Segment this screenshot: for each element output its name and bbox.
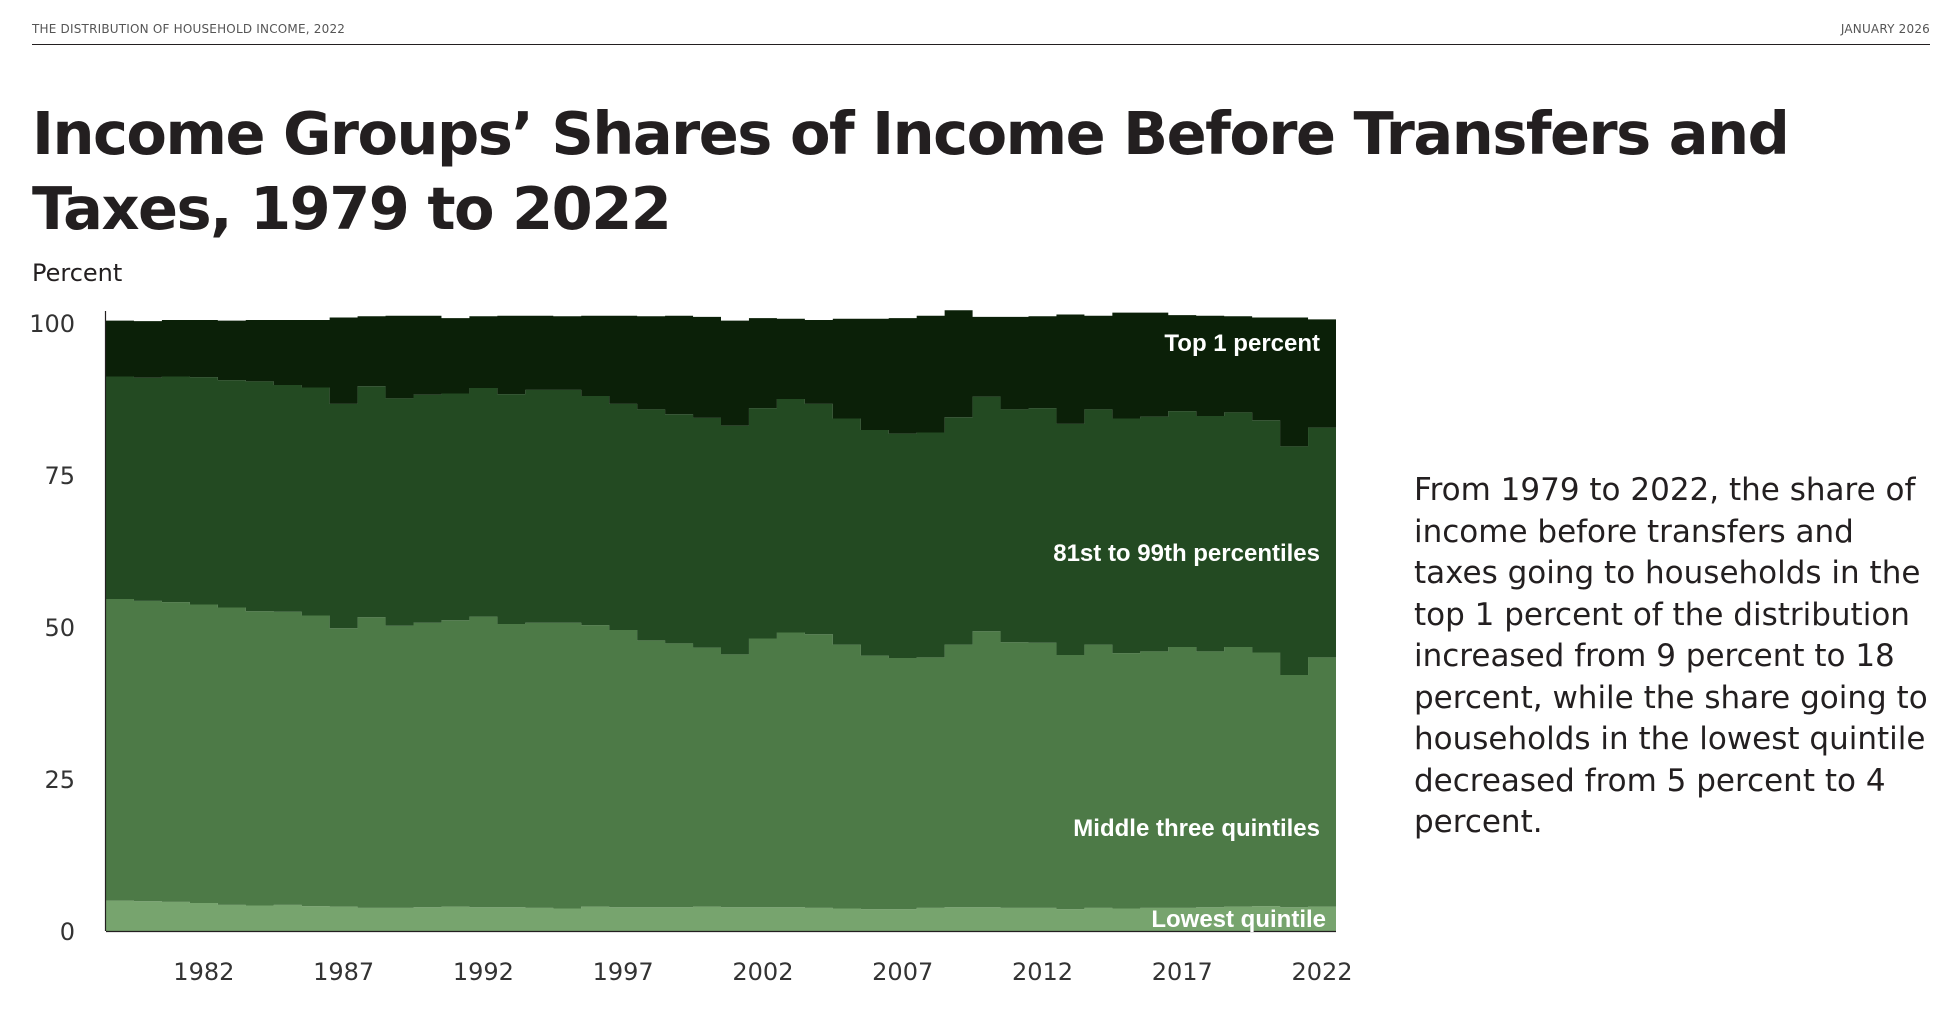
chart-axes <box>104 311 1336 933</box>
area-middle-three-quintiles <box>106 599 1336 910</box>
chart-areas <box>106 310 1336 931</box>
chart-ticks: 0 25 50 75 100 1982 1987 1992 1997 2002 2007 2012 20… <box>29 310 1352 986</box>
chart-title: Income Groups’ Shares of Income Before T… <box>32 99 1790 243</box>
chart-annotation: From 1979 to 2022, the share of income b… <box>1414 472 1928 840</box>
series-labels: Lowest quintile Middle three quintiles 81s… <box>1053 330 1326 933</box>
x-tick-label: 1992 <box>453 958 514 986</box>
x-tick-label: 2017 <box>1152 958 1213 986</box>
y-axis-title: Percent <box>32 259 122 287</box>
report-name: THE DISTRIBUTION OF HOUSEHOLD INCOME, 20… <box>32 22 346 36</box>
stacked-area-chart: Percent 0 25 50 75 100 1982 1987 1992 1997 2002 20… <box>29 259 1352 986</box>
y-tick-label: 75 <box>44 462 75 490</box>
y-tick-label: 0 <box>60 918 75 946</box>
area-81st-to-99th-percentiles <box>106 376 1336 676</box>
x-tick-label: 2002 <box>732 958 793 986</box>
label-top-1-percent: Top 1 percent <box>1164 330 1320 357</box>
y-tick-label: 25 <box>44 766 75 794</box>
x-tick-label: 2007 <box>872 958 933 986</box>
x-tick-label: 1987 <box>313 958 374 986</box>
area-top-1-percent <box>106 310 1336 447</box>
label-81st-to-99th-percentiles: 81st to 99th percentiles <box>1053 540 1320 567</box>
label-middle-three-quintiles: Middle three quintiles <box>1073 815 1320 842</box>
x-tick-label: 2012 <box>1012 958 1073 986</box>
x-tick-label: 1997 <box>593 958 654 986</box>
report-header: THE DISTRIBUTION OF HOUSEHOLD INCOME, 20… <box>32 22 1930 45</box>
y-tick-label: 100 <box>29 310 75 338</box>
report-date: JANUARY 2026 <box>1840 22 1930 36</box>
area-lowest-quintile <box>106 900 1336 931</box>
y-tick-label: 50 <box>44 614 75 642</box>
x-tick-label: 1982 <box>173 958 234 986</box>
label-lowest-quintile: Lowest quintile <box>1151 906 1326 933</box>
x-tick-label: 2022 <box>1291 958 1352 986</box>
